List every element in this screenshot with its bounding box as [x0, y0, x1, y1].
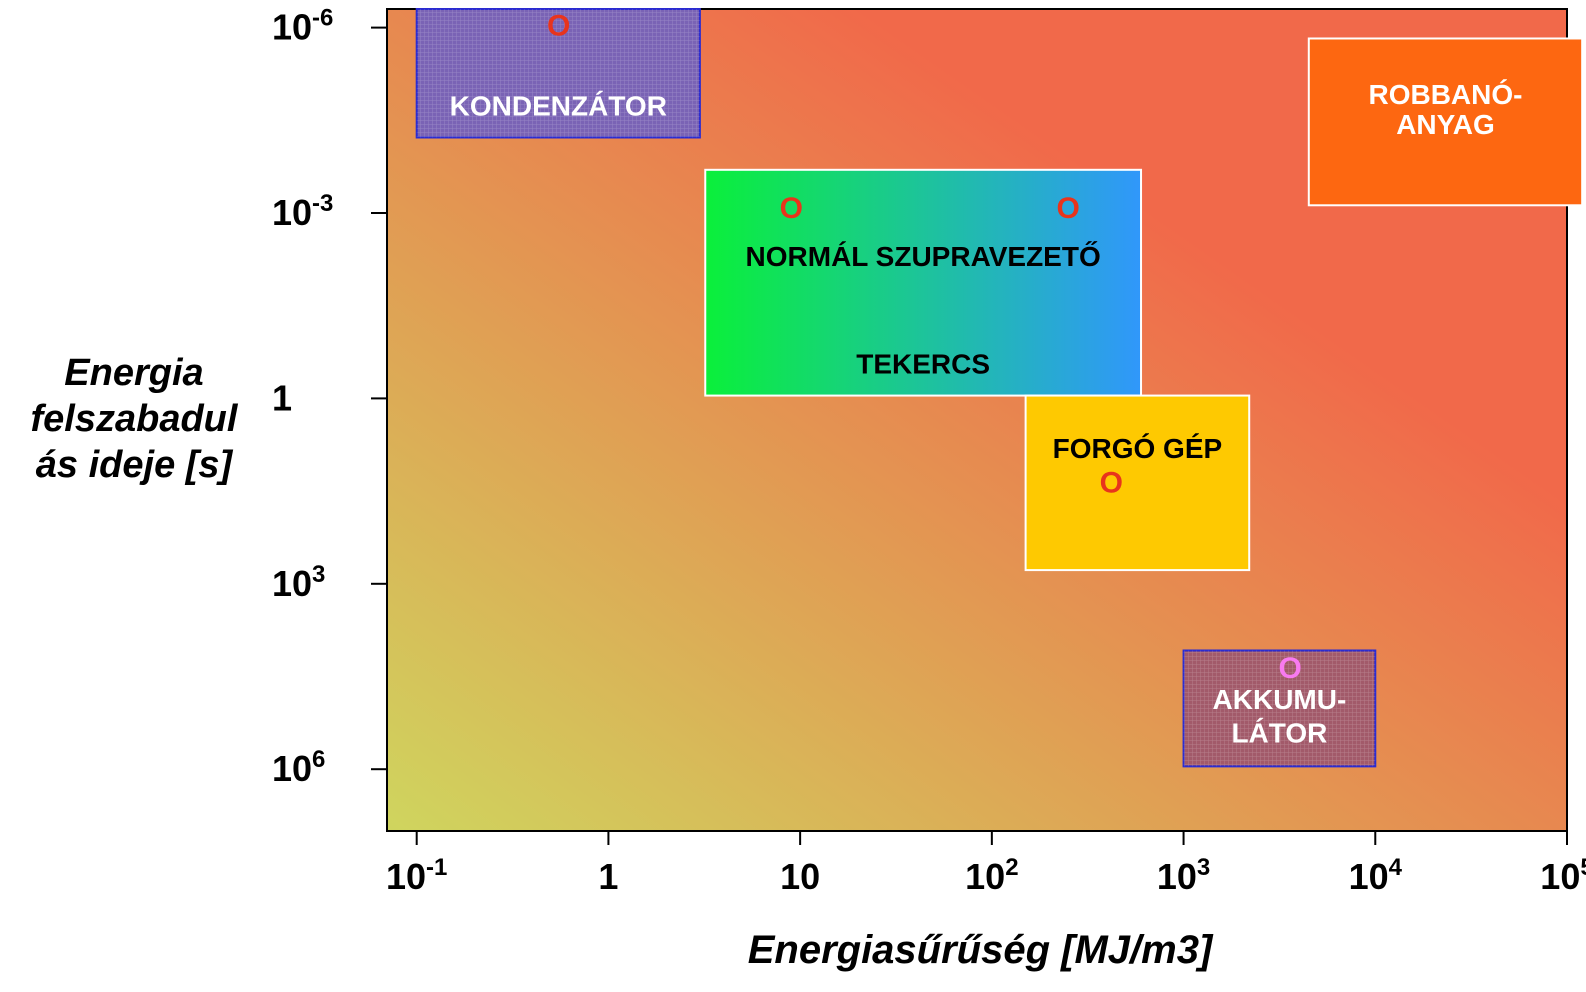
y-tick-label-4: 103	[272, 561, 325, 604]
data-marker-5: O	[1279, 652, 1302, 685]
y-axis-title: Energia felszabadul ás ideje [s]	[0, 350, 268, 488]
region-akkumulator-texture	[1183, 650, 1376, 767]
data-marker-4: O	[1100, 467, 1123, 500]
x-axis: 10-1 1 10 102 103 104 105	[386, 831, 1586, 897]
region-tekercs-label-1: NORMÁL SZUPRAVEZETŐ	[746, 241, 1101, 272]
x-axis-title: Energiasűrűség [MJ/m3]	[747, 928, 1213, 972]
markers-layer: O O O O O	[547, 10, 1302, 686]
x-tick-label-7: 105	[1540, 854, 1586, 897]
region-kondenzator-label-1: KONDENZÁTOR	[450, 90, 667, 121]
region-robbanoanyag-label-2: ANYAG	[1396, 109, 1495, 140]
y-axis: 10-6 10-3 1 103 106	[272, 5, 387, 789]
x-tick-label-3: 10	[780, 856, 820, 897]
y-tick-label-1: 10-6	[272, 5, 333, 48]
y-tick-label-5: 106	[272, 746, 325, 789]
y-tick-label-2: 10-3	[272, 190, 333, 233]
region-forgo-gep-label-1: FORGÓ GÉP	[1053, 433, 1223, 464]
x-tick-label-1: 10-1	[386, 854, 447, 897]
data-marker-1: O	[547, 10, 570, 43]
y-axis-title-line-3: ás ideje [s]	[35, 444, 233, 486]
region-akkumulator-label-2: LÁTOR	[1231, 717, 1327, 748]
y-axis-title-line-2: felszabadul	[30, 398, 238, 440]
x-tick-label-2: 1	[598, 856, 618, 897]
region-akkumulator-label-1: AKKUMU-	[1213, 684, 1347, 715]
data-marker-3: O	[1056, 192, 1079, 225]
region-forgo-gep	[1024, 394, 1251, 572]
y-tick-label-3: 1	[272, 377, 292, 418]
y-axis-title-line-1: Energia	[64, 352, 204, 394]
x-tick-label-6: 104	[1349, 854, 1403, 897]
data-marker-2: O	[780, 192, 803, 225]
x-tick-label-5: 103	[1157, 854, 1210, 897]
region-tekercs	[704, 168, 1143, 397]
region-robbanoanyag-label-1: ROBBANÓ-	[1368, 79, 1522, 110]
region-kondenzator-texture	[416, 9, 700, 138]
region-tekercs-label-2: TEKERCS	[856, 348, 990, 379]
x-tick-label-4: 102	[965, 854, 1018, 897]
region-robbanoanyag	[1307, 37, 1584, 207]
regions-layer: KONDENZÁTOR NORMÁL SZUPRAVEZETŐ TEKERCS FOR…	[415, 8, 1584, 768]
